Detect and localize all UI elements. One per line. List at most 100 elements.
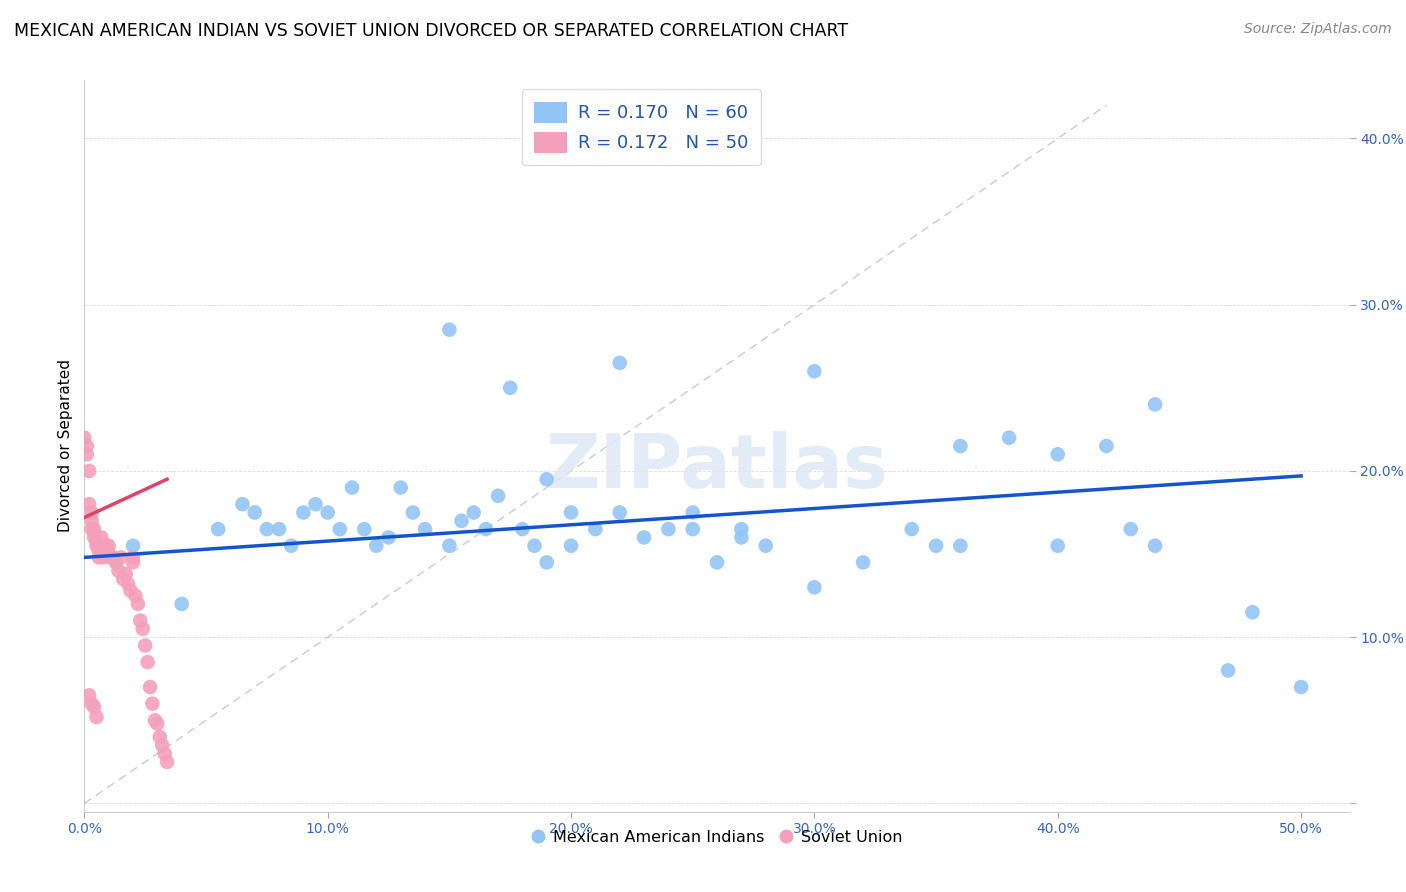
Point: [1144, 539, 1167, 553]
Point: [583, 522, 606, 536]
Point: [105, 555, 127, 569]
Point: [73, 431, 96, 445]
Point: [1046, 539, 1069, 553]
Point: [609, 356, 631, 370]
Point: [83, 522, 105, 536]
Point: [852, 555, 875, 569]
Point: [536, 472, 558, 486]
Point: [90, 530, 112, 544]
Text: MEXICAN AMERICAN INDIAN VS SOVIET UNION DIVORCED OR SEPARATED CORRELATION CHART: MEXICAN AMERICAN INDIAN VS SOVIET UNION …: [14, 22, 848, 40]
Point: [156, 755, 179, 769]
Point: [1119, 522, 1142, 536]
Point: [80, 522, 103, 536]
Point: [560, 506, 582, 520]
Point: [730, 522, 752, 536]
Y-axis label: Divorced or Separated: Divorced or Separated: [58, 359, 73, 533]
Point: [486, 489, 509, 503]
Point: [523, 539, 546, 553]
Point: [413, 522, 436, 536]
Text: ZIPatlas: ZIPatlas: [546, 432, 889, 505]
Point: [755, 539, 778, 553]
Point: [316, 506, 339, 520]
Point: [256, 522, 278, 536]
Point: [170, 597, 193, 611]
Point: [150, 738, 173, 752]
Point: [149, 730, 172, 744]
Point: [90, 539, 112, 553]
Point: [512, 522, 534, 536]
Point: [499, 381, 522, 395]
Point: [1046, 447, 1069, 461]
Point: [536, 555, 558, 569]
Point: [803, 580, 825, 594]
Point: [560, 539, 582, 553]
Point: [93, 550, 115, 565]
Point: [83, 530, 105, 544]
Point: [1241, 605, 1264, 619]
Point: [146, 716, 169, 731]
Point: [340, 481, 363, 495]
Point: [129, 614, 152, 628]
Point: [107, 564, 129, 578]
Point: [127, 597, 149, 611]
Point: [353, 522, 375, 536]
Point: [1144, 397, 1167, 411]
Point: [706, 555, 728, 569]
Point: [141, 697, 163, 711]
Point: [402, 506, 425, 520]
Point: [134, 639, 156, 653]
Point: [998, 431, 1021, 445]
Point: [463, 506, 485, 520]
Point: [87, 550, 110, 565]
Point: [207, 522, 229, 536]
Point: [97, 539, 120, 553]
Point: [657, 522, 679, 536]
Point: [97, 547, 120, 561]
Point: [292, 506, 315, 520]
Point: [86, 533, 108, 548]
Point: [77, 689, 100, 703]
Point: [76, 447, 98, 461]
Point: [231, 497, 254, 511]
Point: [122, 539, 145, 553]
Point: [103, 550, 125, 565]
Point: [112, 572, 135, 586]
Point: [87, 543, 110, 558]
Point: [377, 530, 399, 544]
Point: [450, 514, 472, 528]
Point: [122, 555, 145, 569]
Point: [949, 439, 972, 453]
Point: [900, 522, 922, 536]
Point: [117, 577, 139, 591]
Point: [80, 514, 103, 528]
Point: [132, 622, 155, 636]
Point: [153, 747, 176, 761]
Legend: Mexican American Indians, Soviet Union: Mexican American Indians, Soviet Union: [526, 823, 908, 851]
Point: [439, 323, 461, 337]
Point: [682, 506, 704, 520]
Point: [925, 539, 948, 553]
Point: [329, 522, 352, 536]
Point: [120, 583, 142, 598]
Point: [475, 522, 498, 536]
Point: [682, 522, 704, 536]
Point: [1216, 664, 1239, 678]
Point: [122, 550, 145, 565]
Point: [139, 680, 162, 694]
Point: [304, 497, 326, 511]
Point: [267, 522, 290, 536]
Point: [439, 539, 461, 553]
Text: Source: ZipAtlas.com: Source: ZipAtlas.com: [1244, 22, 1392, 37]
Point: [1289, 680, 1312, 694]
Point: [100, 550, 122, 565]
Point: [389, 481, 412, 495]
Point: [136, 655, 159, 669]
Point: [77, 464, 100, 478]
Point: [633, 530, 655, 544]
Point: [949, 539, 972, 553]
Point: [366, 539, 388, 553]
Point: [280, 539, 302, 553]
Point: [114, 567, 136, 582]
Point: [86, 710, 108, 724]
Point: [80, 697, 103, 711]
